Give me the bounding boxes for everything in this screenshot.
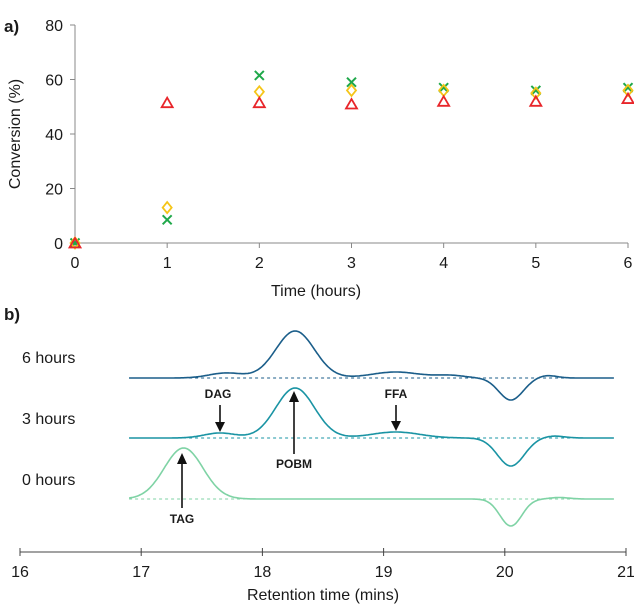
retention-tick-label: 18 xyxy=(254,564,272,581)
arrow-up-icon xyxy=(289,391,299,402)
annotation-ffa: FFA xyxy=(385,387,408,431)
annotation-pobm: POBM xyxy=(276,391,312,471)
chromatogram-traces xyxy=(128,330,614,527)
trace-labels: 6 hours 3 hours 0 hours xyxy=(22,350,75,489)
scatter-points xyxy=(67,70,634,250)
retention-tick-label: 17 xyxy=(132,564,150,581)
cross-point xyxy=(622,82,634,93)
x-tick-label: 5 xyxy=(531,255,540,272)
x-axis-title: Time (hours) xyxy=(271,283,361,300)
triangle-point xyxy=(620,91,634,104)
panel-a-label: a) xyxy=(4,17,19,36)
panel-b-label: b) xyxy=(4,305,20,324)
x-tick-label: 3 xyxy=(347,255,356,272)
diamond-point xyxy=(69,236,81,250)
triangle-point xyxy=(160,95,175,109)
panel-b-chromatogram: b) 16 17 18 19 20 21 6 hours 3 hours 0 hours DA… xyxy=(4,305,634,604)
triangle-point xyxy=(344,97,359,110)
y-tick-label: 0 xyxy=(54,236,63,253)
retention-tick-label: 16 xyxy=(11,564,29,581)
x-tick-label: 1 xyxy=(163,255,172,272)
diamond-point xyxy=(253,84,265,99)
y-tick-label: 20 xyxy=(45,182,63,199)
triangle-point xyxy=(252,95,267,109)
chromatogram-trace xyxy=(129,330,614,401)
y-axis-title: Conversion (%) xyxy=(7,79,24,189)
arrow-down-icon xyxy=(215,422,225,432)
retention-tick-label: 20 xyxy=(496,564,514,581)
diamond-point xyxy=(622,83,634,98)
cross-point xyxy=(254,70,265,81)
annotation-tag-label: TAG xyxy=(170,512,194,526)
x-tick-label: 4 xyxy=(439,255,448,272)
annotation-tag: TAG xyxy=(170,453,194,526)
cross-point xyxy=(161,214,173,226)
x-tick-labels: 0 1 2 3 4 5 6 xyxy=(71,243,633,272)
cross-point xyxy=(438,82,449,93)
arrow-down-icon xyxy=(391,421,401,431)
retention-tick-label: 21 xyxy=(617,564,634,581)
annotation-ffa-label: FFA xyxy=(385,387,408,401)
chromatogram-trace xyxy=(129,387,614,467)
trace-label: 6 hours xyxy=(22,350,75,367)
cross-point xyxy=(346,77,357,88)
x-tick-label: 0 xyxy=(71,255,80,272)
diamond-point xyxy=(161,200,173,215)
y-tick-labels: 0 20 40 60 80 xyxy=(45,18,75,253)
retention-axis-title: Retention time (mins) xyxy=(247,587,399,604)
y-tick-label: 80 xyxy=(45,18,63,35)
diamond-point xyxy=(530,86,542,101)
trace-label: 0 hours xyxy=(22,472,75,489)
annotation-dag-label: DAG xyxy=(205,387,232,401)
triangle-point xyxy=(528,94,543,107)
x-tick-label: 2 xyxy=(255,255,264,272)
y-tick-label: 40 xyxy=(45,127,63,144)
arrow-up-icon xyxy=(177,453,187,464)
retention-tick-label: 19 xyxy=(375,564,393,581)
triangle-point xyxy=(436,94,451,107)
trace-label: 3 hours xyxy=(22,411,75,428)
y-tick-label: 60 xyxy=(45,73,63,90)
annotation-pobm-label: POBM xyxy=(276,457,312,471)
cross-point xyxy=(530,85,542,96)
x-tick-label: 6 xyxy=(624,255,633,272)
triangle-point xyxy=(67,236,83,249)
annotation-dag: DAG xyxy=(205,387,232,432)
retention-tick-labels: 16 17 18 19 20 21 xyxy=(11,548,634,581)
panel-a-scatter: a) 0 20 40 60 80 0 1 2 3 4 5 6 Time (hours) Conver… xyxy=(4,17,634,300)
diamond-point xyxy=(345,83,358,98)
chromatogram-trace xyxy=(128,447,614,527)
